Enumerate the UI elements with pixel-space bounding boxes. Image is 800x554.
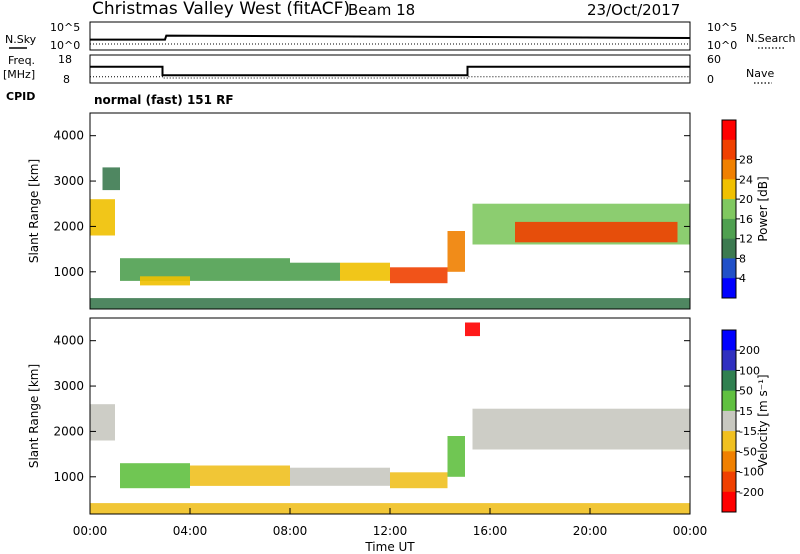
velocity-cbar-ticks-label-3: 15 [739, 405, 753, 418]
velocity-region-6 [465, 322, 480, 337]
power-region-1 [102, 167, 120, 191]
power-region-7 [447, 231, 465, 272]
power-cbar-cells-6 [722, 238, 736, 259]
beam-title: Beam 18 [348, 1, 415, 19]
x-tick-label-4: 16:00 [473, 524, 508, 538]
power-cbar-cells-3 [722, 179, 736, 200]
freq-left-tick-top: 18 [58, 53, 72, 66]
power-cbar-cells-8 [722, 278, 736, 299]
power-cbar-ticks-label-1: 8 [739, 252, 746, 265]
power-region-3 [140, 276, 190, 286]
freq-left-tick-bottom: 8 [63, 73, 70, 86]
x-tick-label-5: 20:00 [573, 524, 608, 538]
power-region-5 [340, 262, 390, 281]
power-cbar-cells-2 [722, 159, 736, 180]
power-region-0 [90, 199, 115, 236]
nave-label: Nave [746, 67, 774, 80]
power-cbar-ticks-label-2: 12 [739, 233, 753, 246]
power-ylabel: Slant Range [km] [27, 159, 41, 263]
x-tick-label-3: 12:00 [373, 524, 408, 538]
power-yticks-label-1: 2000 [53, 219, 84, 233]
power-region-2 [120, 258, 290, 281]
nave-line [90, 76, 690, 79]
x-tick-label-2: 08:00 [273, 524, 308, 538]
x-tick-label-0: 00:00 [73, 524, 108, 538]
noise-panel: 10^5 10^0 10^5 10^0 [50, 21, 737, 52]
freq-unit-label: [MHz] [3, 68, 35, 81]
power-region-9 [515, 221, 678, 243]
power-cbar-ticks-label-5: 24 [739, 173, 753, 186]
power-panel: 1000 2000 3000 4000 Slant Range [km] [27, 112, 691, 310]
velocity-colorbar: 200 100 50 15 -15 -50 -100 -200 Velocity [m s⁻¹… [721, 329, 770, 513]
power-cbar-cells-0 [722, 120, 736, 141]
velocity-cbar-cells-1 [722, 350, 736, 371]
power-region-6 [390, 267, 448, 284]
power-region-10 [90, 298, 690, 309]
velocity-cbar-ticks-label-0: 200 [739, 344, 760, 357]
velocity-colorbar-label: Velocity [m s⁻¹] [756, 374, 770, 467]
velocity-cbar-ticks-label-6: -100 [739, 466, 764, 479]
power-cbar-cells-7 [722, 258, 736, 279]
power-colorbar-label: Power [dB] [756, 176, 770, 241]
power-cbar-ticks-label-0: 4 [739, 272, 746, 285]
cpid-label: CPID [6, 90, 35, 103]
power-yticks-label-3: 4000 [53, 129, 84, 143]
noise-left-tick-bottom: 10^0 [50, 39, 80, 52]
power-cbar-cells-5 [722, 218, 736, 240]
power-cbar-cells-4 [722, 199, 736, 220]
velocity-panel: 1000 2000 3000 4000 00:00 04:00 08:00 12:00 16:… [27, 317, 708, 554]
velocity-cbar-cells-0 [722, 330, 736, 351]
nsearch-label: N.Search [746, 32, 796, 45]
velocity-xlabel: Time UT [364, 540, 415, 554]
velocity-yticks-label-2: 3000 [53, 379, 84, 393]
freq-right-tick-top: 60 [707, 53, 721, 66]
velocity-region-3 [290, 467, 390, 486]
velocity-yticks-label-0: 1000 [53, 470, 84, 484]
nsky-line [90, 34, 691, 41]
power-region-4 [290, 262, 340, 281]
freq-label: Freq. [8, 54, 35, 67]
velocity-ylabel: Slant Range [km] [27, 364, 41, 468]
freq-right-tick-bottom: 0 [707, 73, 714, 86]
velocity-yticks-label-1: 2000 [53, 424, 84, 438]
velocity-region-2 [190, 465, 290, 486]
velocity-cbar-cells-6 [722, 451, 736, 472]
power-yticks-label-0: 1000 [53, 265, 84, 279]
velocity-cbar-ticks-label-1: 100 [739, 364, 760, 377]
velocity-cbar-cells-7 [722, 471, 736, 493]
power-cbar-ticks-label-4: 20 [739, 193, 753, 206]
cpid-text: normal (fast) 151 RF [94, 93, 234, 107]
velocity-cbar-cells-5 [722, 431, 736, 452]
velocity-cbar-cells-2 [722, 370, 736, 392]
velocity-region-1 [120, 463, 190, 489]
velocity-cbar-cells-4 [722, 410, 736, 432]
power-cbar-cells-1 [722, 139, 736, 161]
noise-left-tick-top: 10^5 [50, 21, 80, 34]
velocity-region-4 [390, 472, 448, 489]
date-title: 23/Oct/2017 [587, 1, 680, 19]
power-yticks-label-2: 3000 [53, 174, 84, 188]
x-tick-label-1: 04:00 [173, 524, 208, 538]
station-title: Christmas Valley West (fitACF) [92, 0, 350, 19]
nsky-label: N.Sky [5, 33, 37, 46]
velocity-cbar-cells-3 [722, 390, 736, 412]
freq-line [90, 65, 690, 77]
velocity-cbar-ticks-label-5: -50 [739, 445, 757, 458]
velocity-cbar-cells-8 [722, 491, 736, 513]
x-tick-label-6: 00:00 [673, 524, 708, 538]
velocity-region-7 [472, 408, 690, 450]
power-cbar-ticks-label-6: 28 [739, 154, 753, 167]
velocity-region-0 [90, 404, 115, 441]
velocity-cbar-ticks-label-4: -15 [739, 425, 757, 438]
noise-right-tick-bottom: 10^0 [707, 39, 737, 52]
velocity-region-5 [447, 436, 465, 477]
power-colorbar: 4 8 12 16 20 24 28 Power [dB] [721, 119, 770, 299]
noise-right-tick-top: 10^5 [707, 21, 737, 34]
power-cbar-ticks-label-3: 16 [739, 213, 753, 226]
velocity-cbar-ticks-label-2: 50 [739, 385, 753, 398]
velocity-cbar-ticks-label-7: -200 [739, 486, 764, 499]
velocity-yticks-label-3: 4000 [53, 334, 84, 348]
frequency-panel: 18 8 60 0 [58, 53, 721, 86]
